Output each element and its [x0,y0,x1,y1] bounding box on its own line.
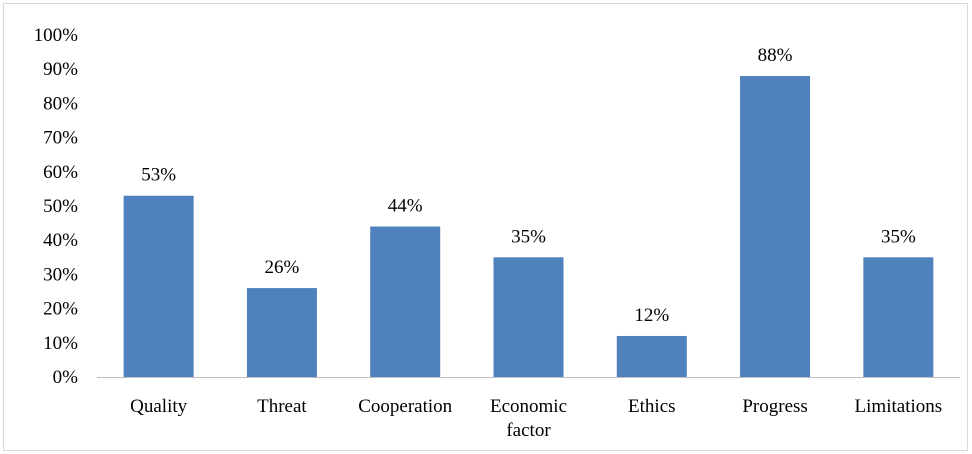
y-tick-label: 90% [43,59,78,80]
bar-economic-factor [493,257,564,377]
data-label: 88% [758,45,793,66]
y-tick-label: 20% [43,299,78,320]
category-labels: Quality Threat Cooperation Economic factor Et… [130,396,942,441]
data-label: 44% [388,196,423,217]
y-axis-ticks: 0% 10% 20% 30% 40% 50% 60% 70% 80% 90% 100% [34,25,79,388]
category-label: Limitations [855,396,943,417]
data-label: 35% [511,226,546,247]
bar-quality [123,195,194,377]
data-label: 35% [881,226,916,247]
y-tick-label: 10% [43,333,78,354]
category-label: Threat [257,396,307,417]
y-tick-label: 50% [43,196,78,217]
bar-cooperation [370,226,441,377]
bar-progress [740,76,811,377]
y-tick-label: 0% [53,367,79,388]
category-label: Progress [742,396,807,417]
category-label: Quality [130,396,187,417]
bar-threat [246,288,317,377]
y-tick-label: 70% [43,128,78,149]
category-label: Economic factor [490,396,567,441]
bar-ethics [616,335,687,377]
bars [123,76,934,377]
y-tick-label: 30% [43,264,78,285]
y-tick-label: 40% [43,230,78,251]
y-tick-label: 100% [34,25,79,46]
data-label: 26% [265,257,300,278]
y-tick-label: 80% [43,93,78,114]
y-tick-label: 60% [43,162,78,183]
bar-limitations [863,257,934,377]
category-label: Ethics [628,396,676,417]
data-label: 12% [634,305,669,326]
data-label: 53% [141,165,176,186]
data-labels: 53% 26% 44% 35% 12% 88% 35% [141,45,916,326]
category-label: Cooperation [358,396,452,417]
